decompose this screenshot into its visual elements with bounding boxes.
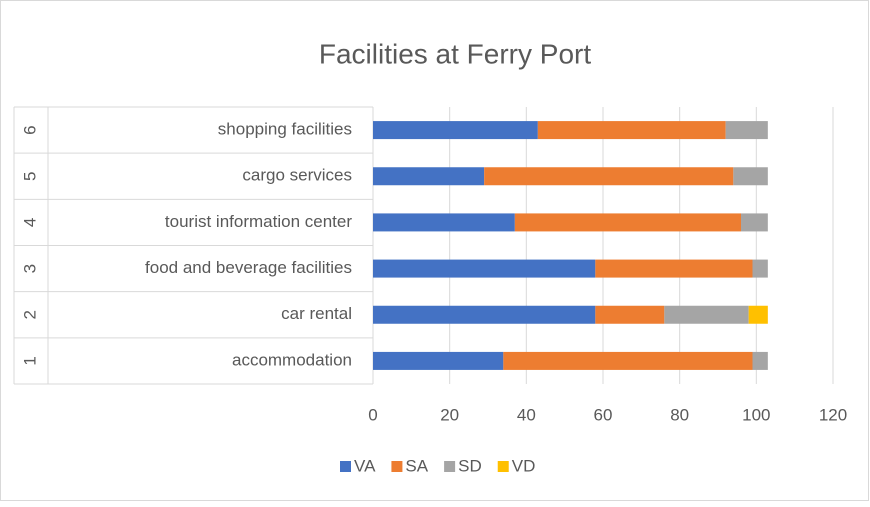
- category-label: cargo services: [242, 166, 352, 185]
- category-number: 6: [20, 125, 39, 134]
- x-tick-label: 120: [819, 405, 847, 424]
- chart-title: Facilities at Ferry Port: [319, 38, 591, 69]
- x-tick-label: 40: [517, 405, 536, 424]
- bar-segment: [725, 121, 768, 140]
- category-label: shopping facilities: [218, 120, 352, 139]
- bar-segment: [373, 121, 538, 140]
- category-label: tourist information center: [165, 212, 352, 231]
- category-number: 2: [20, 310, 39, 319]
- bar-segment: [373, 351, 504, 370]
- x-tick-label: 0: [368, 405, 377, 424]
- legend-swatch: [497, 461, 509, 472]
- bar-segment: [733, 167, 768, 186]
- bar-segment: [595, 259, 753, 278]
- category-label: food and beverage facilities: [145, 258, 352, 277]
- legend-label: SA: [405, 456, 428, 475]
- x-tick-label: 20: [440, 405, 459, 424]
- legend-label: SD: [458, 456, 482, 475]
- bar-segment: [664, 305, 749, 324]
- x-tick-label: 80: [670, 405, 689, 424]
- category-label: accommodation: [232, 350, 352, 369]
- bar-segment: [595, 305, 665, 324]
- category-number: 5: [20, 172, 39, 181]
- bar-segment: [373, 259, 596, 278]
- category-number: 3: [20, 264, 39, 273]
- legend-swatch: [391, 461, 403, 472]
- category-number: 4: [20, 218, 39, 227]
- bar-segment: [537, 121, 726, 140]
- bar-segment: [373, 167, 485, 186]
- x-tick-label: 60: [594, 405, 613, 424]
- bar-segment: [741, 213, 768, 232]
- x-tick-label: 100: [742, 405, 770, 424]
- legend-swatch: [444, 461, 456, 472]
- bar-segment: [752, 259, 768, 278]
- bar-segment: [503, 351, 753, 370]
- legend-swatch: [340, 461, 351, 472]
- bar-segment: [752, 351, 768, 370]
- category-label: car rental: [281, 304, 352, 323]
- legend-label: VA: [354, 456, 376, 475]
- bar-segment: [373, 213, 515, 232]
- legend-label: VD: [512, 456, 536, 475]
- bar-segment: [748, 305, 768, 324]
- bar-segment: [373, 305, 596, 324]
- bar-segment: [484, 167, 734, 186]
- category-number: 1: [20, 356, 39, 365]
- bar-segment: [514, 213, 741, 232]
